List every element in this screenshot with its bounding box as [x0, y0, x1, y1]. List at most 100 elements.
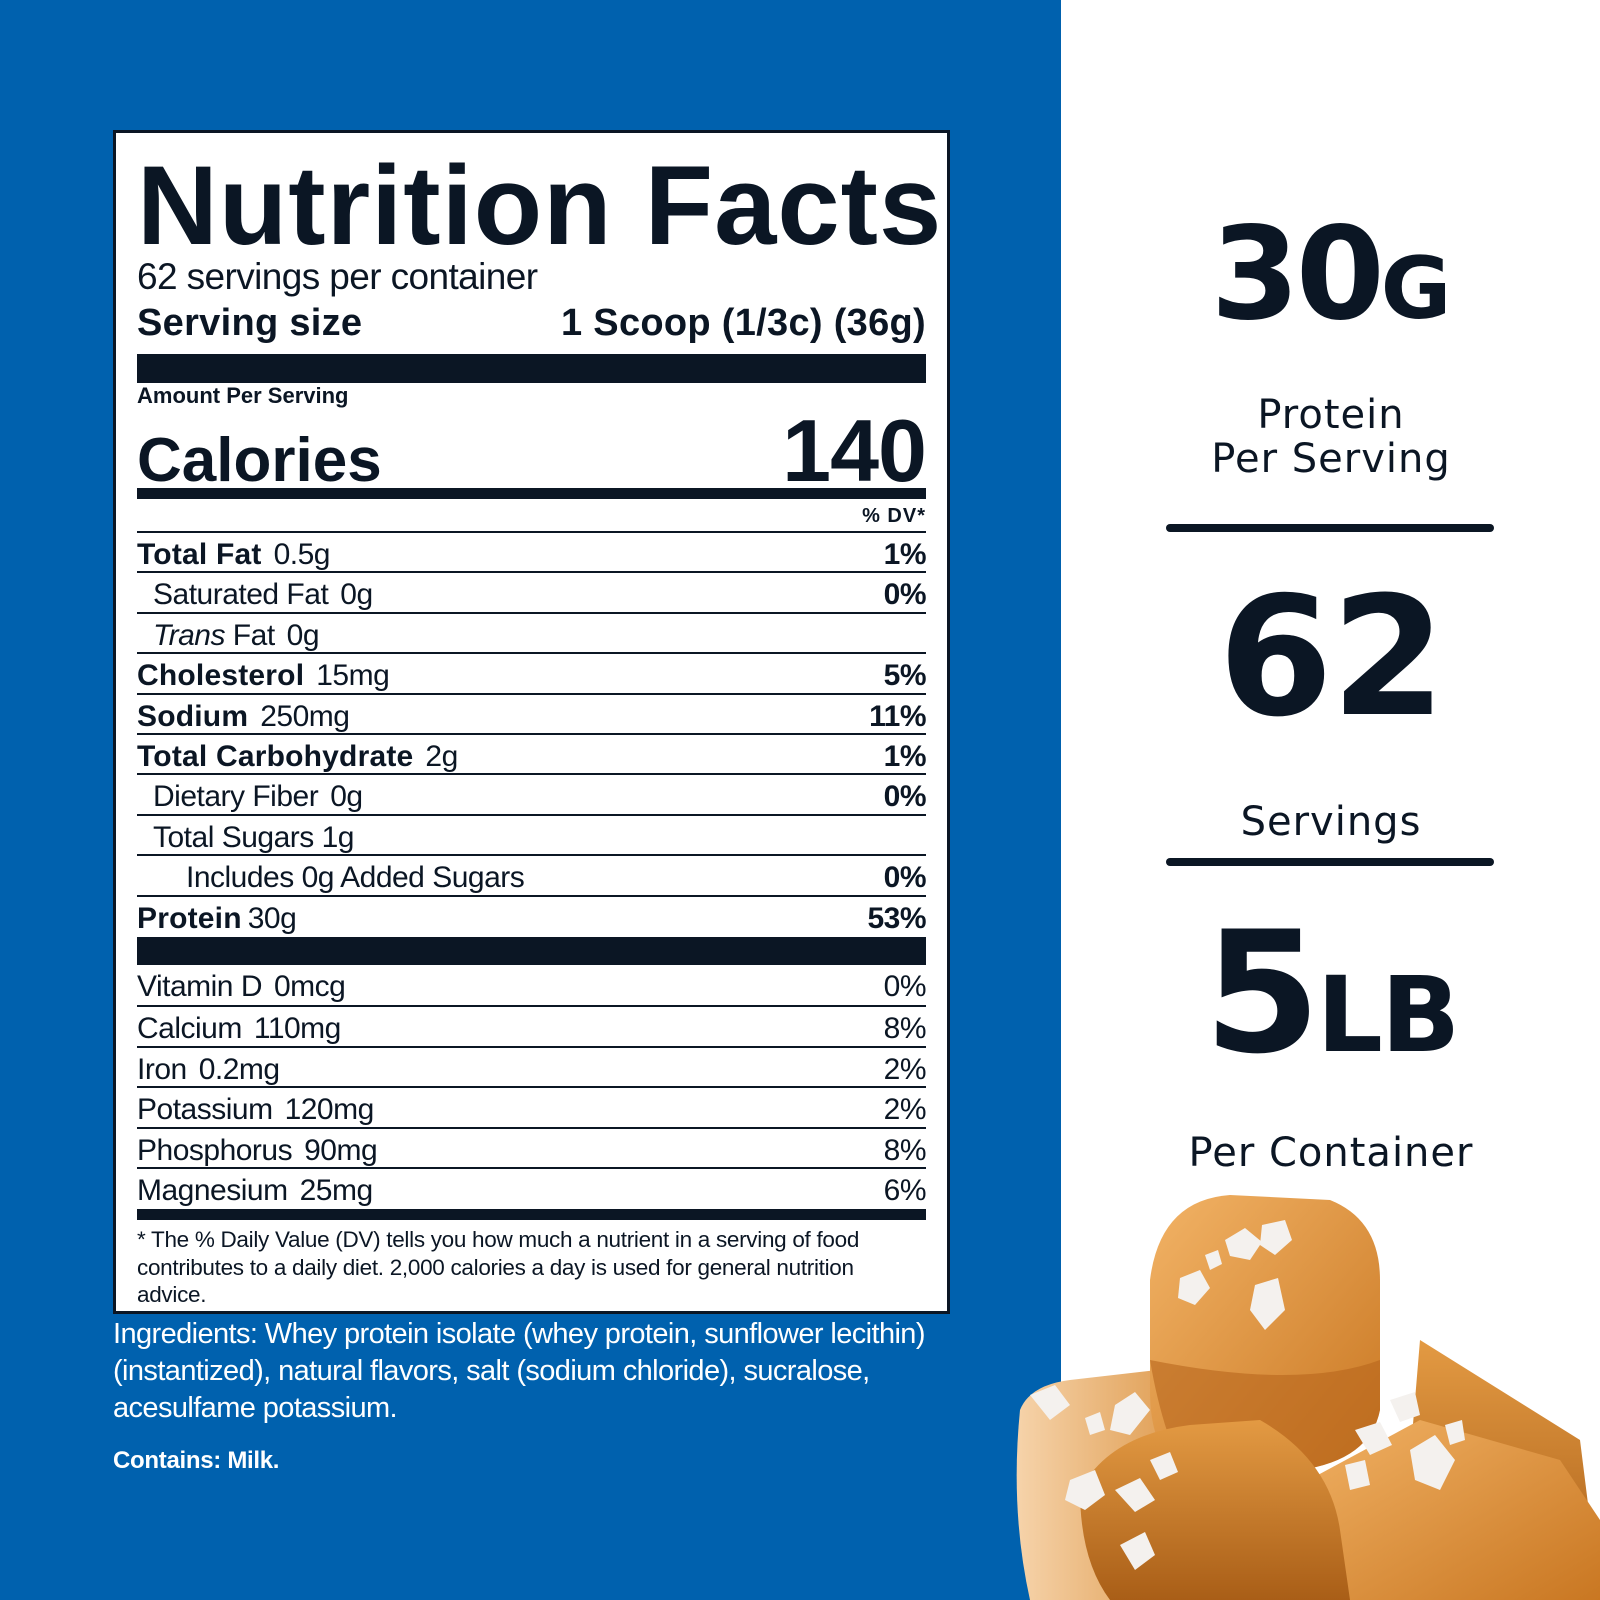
vitamin-row: Potassium 120mg 2% [137, 1086, 927, 1127]
nutrient-name: Sodium [137, 699, 249, 733]
highlight-caption: Protein [1257, 392, 1405, 438]
highlight-weight: 5LB Per Container [1100, 908, 1562, 1175]
vitamin-amount: 120mg [284, 1093, 375, 1127]
vitamin-name-group: Phosphorus 90mg [137, 1129, 378, 1167]
nutrient-name-group: Trans Fat 0g [137, 614, 320, 652]
vitamin-list: Vitamin D 0mcg 0% Calcium 110mg 8% Iron 0.2mg 2%… [137, 965, 927, 1207]
highlight-unit: LB [1316, 954, 1461, 1076]
nutrient-amount: 0g [340, 578, 373, 612]
serving-size-value: 1 Scoop (1/3c) (36g) [561, 302, 926, 344]
vitamin-dv: 8% [883, 1012, 927, 1046]
vitamin-amount: 110mg [253, 1012, 342, 1046]
nutrient-row: Sodium 250mg 11% [137, 692, 926, 733]
nutrient-name-group: Sodium 250mg [137, 695, 350, 733]
nutrient-dv: 5% [883, 659, 927, 693]
vitamin-name: Potassium [137, 1093, 273, 1127]
servings-per-container: 62 servings per container [137, 256, 538, 297]
vitamin-name: Iron [137, 1052, 187, 1086]
vitamin-name-group: Magnesium 25mg [137, 1169, 373, 1207]
caramel-cube [1290, 1420, 1600, 1600]
nutrient-amount: 0.5g [273, 538, 331, 571]
vitamin-dv: 2% [883, 1093, 927, 1127]
nutrient-name-group: Cholesterol 15mg [137, 654, 390, 693]
highlight-caption: Servings [1240, 799, 1422, 845]
nutrient-italic-prefix: Trans [153, 618, 225, 652]
nutrient-dv: 0% [883, 861, 927, 895]
highlight-protein: 30G Protein Per Serving [1100, 205, 1562, 482]
nutrient-row: Total Carbohydrate 2g 1% [137, 732, 927, 773]
highlight-caption: Per Serving [1211, 436, 1451, 482]
nutrient-amount: 30g [247, 901, 297, 935]
nutrient-name-group: Protein 30g [137, 897, 297, 935]
serving-size-row: Serving size 1 Scoop (1/3c) (36g) [137, 301, 926, 345]
nutrient-amount: 0g [330, 780, 363, 814]
nutrient-name-group: Includes 0g Added Sugars [137, 856, 525, 894]
vitamin-dv: 2% [883, 1052, 927, 1086]
vitamin-amount: 25mg [299, 1173, 374, 1207]
vitamin-amount: 0.2mg [198, 1052, 280, 1086]
vitamin-row: Calcium 110mg 8% [137, 1005, 927, 1046]
nutrient-row: Total Sugars 1g [137, 813, 926, 854]
nutrient-dv: 53% [867, 901, 926, 935]
vitamin-row: Vitamin D 0mcg 0% [137, 965, 927, 1005]
medium-divider [137, 1209, 926, 1220]
highlight-servings: 62 Servings [1100, 572, 1562, 844]
highlight-unit: G [1380, 239, 1452, 339]
vitamin-amount: 90mg [304, 1133, 378, 1167]
nutrient-name: Total Carbohydrate [137, 739, 414, 773]
nutrient-row: Dietary Fiber 0g 0% [137, 773, 927, 814]
medium-divider [137, 488, 926, 499]
highlight-number: 62 [1218, 561, 1446, 753]
nutrient-dv: 1% [883, 739, 927, 773]
salt-flakes [1030, 1220, 1465, 1570]
nutrient-name-group: Total Carbohydrate 2g [137, 735, 458, 773]
vitamin-name-group: Potassium 120mg [137, 1088, 374, 1126]
nutrient-amount: 15mg [316, 659, 390, 693]
vitamin-name: Magnesium [137, 1173, 288, 1207]
vitamin-name-group: Iron 0.2mg [137, 1048, 280, 1086]
amount-per-serving: Amount Per Serving [137, 383, 349, 408]
nutrient-dv: 1% [883, 538, 927, 571]
calories-row: Calories 140 [137, 401, 927, 500]
vitamin-row: Magnesium 25mg 6% [137, 1166, 927, 1207]
caramel-image [1016, 1195, 1600, 1600]
nutrient-amount: 250mg [260, 699, 350, 733]
vitamin-name-group: Vitamin D 0mcg [137, 965, 346, 1005]
ingredients: Ingredients: Whey protein isolate (whey … [113, 1318, 926, 1424]
nutrient-name: Protein [137, 901, 242, 935]
nutrient-row: Total Fat 0.5g 1% [137, 531, 927, 571]
calories-label: Calories [137, 426, 382, 495]
nutrient-name: Fat [224, 618, 275, 652]
nutrient-name: Total Sugars 1g [153, 820, 354, 854]
nutrient-dv: 11% [869, 699, 926, 733]
nutrient-name-group: Total Fat 0.5g [137, 533, 330, 571]
nutrient-amount: 0g [286, 618, 320, 652]
vitamin-dv: 6% [883, 1173, 927, 1207]
thick-divider [137, 354, 926, 383]
vitamin-dv: 0% [883, 970, 927, 1003]
highlight-divider [1166, 524, 1494, 532]
vitamin-name-group: Calcium 110mg [137, 1007, 341, 1045]
calories-value: 140 [782, 401, 927, 500]
nutrient-dv: 0% [883, 578, 927, 612]
nutrient-name-group: Total Sugars 1g [137, 816, 354, 854]
highlight-number: 5 [1203, 895, 1321, 1091]
vitamin-row: Iron 0.2mg 2% [137, 1045, 927, 1086]
dv-header: % DV* [862, 505, 926, 527]
nutrient-dv: 0% [883, 780, 927, 814]
nutrient-row: Includes 0g Added Sugars 0% [137, 854, 927, 895]
nutrient-name: Saturated Fat [153, 578, 329, 612]
nutrient-name-group: Dietary Fiber 0g [137, 775, 363, 813]
nutrient-amount: 2g [425, 739, 458, 773]
vitamin-name: Phosphorus [137, 1133, 293, 1167]
vitamin-row: Phosphorus 90mg 8% [137, 1126, 927, 1167]
footnote: * The % Daily Value (DV) tells you how m… [137, 1227, 860, 1307]
thick-divider [137, 937, 926, 965]
label-title: Nutrition Facts [137, 143, 943, 268]
highlight-number: 30 [1210, 200, 1385, 349]
nutrient-row: Protein 30g 53% [137, 894, 926, 935]
serving-size-label: Serving size [137, 302, 363, 344]
nutrient-name: Total Fat [137, 538, 262, 571]
highlight-caption: Per Container [1188, 1130, 1474, 1176]
highlight-divider [1166, 858, 1494, 866]
